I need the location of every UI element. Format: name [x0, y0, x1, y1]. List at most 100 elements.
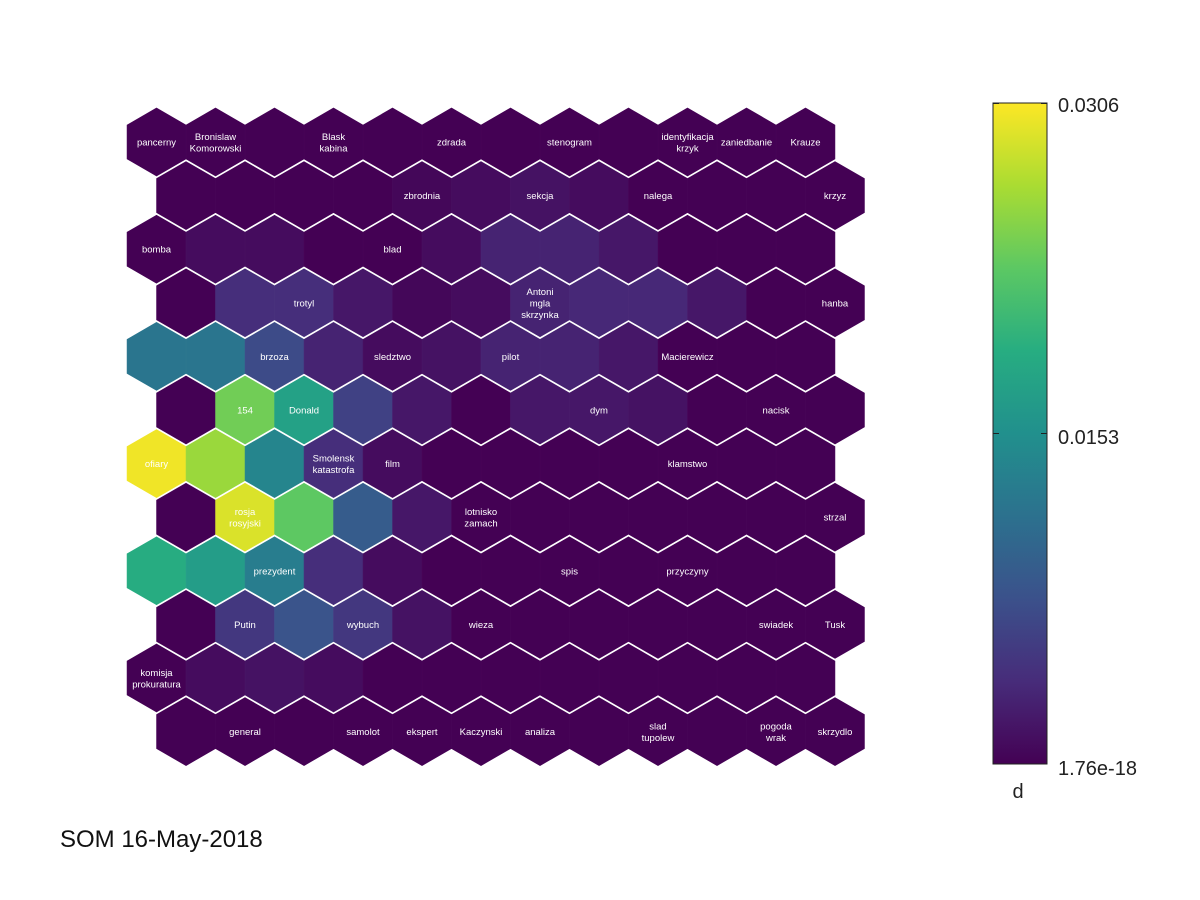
hex-cell-r10-c5 [421, 643, 482, 713]
hex-label-r7-c5-line0: lotnisko [465, 507, 497, 518]
hex-label-r11-c8-line0: slad [649, 721, 666, 732]
hex-label-r0-c5-line0: zdrada [437, 138, 467, 149]
hex-cell-r4-c3 [303, 322, 364, 391]
hex-label-r5-c10-line0: nacisk [763, 406, 790, 417]
hex-label-r1-c4-line0: zbrodnia [404, 191, 441, 202]
hex-cell-r5-c11 [805, 375, 865, 445]
hex-cell-r2-c3 [303, 214, 364, 284]
hex-cell-r10-c10 [716, 643, 777, 713]
hex-label-r7-c1-line0: rosja [235, 507, 256, 518]
hex-cell-r8-c4 [362, 536, 423, 606]
hex-cell-r5-c0 [156, 375, 216, 445]
hex-cell-r0-c11 [775, 107, 836, 177]
hex-cell-r11-c0 [156, 697, 216, 766]
hex-cell-r7-c8 [628, 482, 688, 552]
hex-label-r8-c9-line0: przyczyny [666, 566, 708, 577]
colorbar-label: d [1012, 781, 1023, 803]
colorbar-tick-mid: 0.0153 [1058, 427, 1119, 449]
hex-label-r6-c3-line1: katastrofa [313, 465, 355, 476]
hex-cell-r9-c2 [274, 590, 334, 659]
hex-cell-r7-c3 [333, 482, 393, 552]
hex-cell-r11-c2 [274, 697, 334, 766]
hex-cell-r6-c1 [185, 429, 246, 498]
hex-label-r3-c6-line2: skrzynka [521, 310, 559, 321]
hex-label-r0-c7-line0: stenogram [547, 138, 592, 149]
hex-label-r0-c10-line0: zaniedbanie [721, 138, 772, 149]
hex-cell-r5-c4 [392, 375, 452, 445]
hex-label-r5-c1-line0: 154 [237, 406, 253, 417]
hex-cell-r6-c7 [539, 429, 600, 498]
hex-label-r11-c8-line1: tupolew [642, 733, 675, 744]
hex-cell-r2-c6 [480, 214, 541, 284]
hex-label-r9-c3-line0: wybuch [346, 620, 379, 631]
hex-cell-r10-c1 [185, 643, 246, 713]
hex-cell-r1-c2 [274, 161, 334, 230]
hex-cell-r2-c1 [185, 214, 246, 284]
hex-label-r1-c11-line0: krzyz [824, 191, 846, 202]
hex-cell-r4-c8 [598, 322, 659, 391]
hex-cell-r9-c8 [628, 590, 688, 659]
hex-cell-r2-c5 [421, 214, 482, 284]
hex-cell-r3-c4 [392, 268, 452, 338]
hex-label-r0-c9-line0: identyfikacja [661, 132, 714, 143]
hex-label-r6-c9-line0: klamstwo [668, 459, 708, 470]
hex-cell-r1-c1 [215, 161, 275, 230]
hex-cell-r0-c8 [598, 107, 659, 177]
hex-label-r0-c11-line0: Krauze [790, 138, 820, 149]
hex-label-r0-c1-line0: Bronislaw [195, 132, 236, 143]
hex-cell-r2-c7 [539, 214, 600, 284]
hex-cell-r4-c1 [185, 322, 246, 391]
hex-cell-r5-c6 [510, 375, 570, 445]
hex-label-r4-c9-line0: Macierewicz [661, 352, 714, 363]
hex-cell-r9-c9 [687, 590, 747, 659]
hex-cell-r2-c10 [716, 214, 777, 284]
hex-cell-r3-c10 [746, 268, 806, 338]
hex-label-r11-c1-line0: general [229, 727, 261, 738]
hex-label-r0-c0-line0: pancerny [137, 138, 176, 149]
hex-cell-r11-c9 [687, 697, 747, 766]
hex-cell-r10-c8 [598, 643, 659, 713]
hex-label-r11-c4-line0: ekspert [406, 727, 438, 738]
hex-cell-r7-c10 [746, 482, 806, 552]
hex-cell-r1-c5 [451, 161, 511, 230]
hex-cell-r6-c11 [775, 429, 836, 498]
hex-cell-r10-c4 [362, 643, 423, 713]
hex-cell-r2-c11 [775, 214, 836, 284]
hex-label-r6-c4-line0: film [385, 459, 400, 470]
hex-label-r9-c10-line0: swiadek [759, 620, 794, 631]
hex-label-r5-c2-line0: Donald [289, 406, 319, 417]
hex-cell-r6-c6 [480, 429, 541, 498]
hex-label-r0-c3-line0: Blask [322, 132, 345, 143]
hex-cell-r4-c5 [421, 322, 482, 391]
hex-cell-r7-c2 [274, 482, 334, 552]
hex-cell-r1-c9 [687, 161, 747, 230]
hex-cell-r4-c10 [716, 322, 777, 391]
hex-cell-r2-c9 [657, 214, 718, 284]
hex-label-r10-c0-line0: komisja [140, 668, 173, 679]
hex-label-r1-c8-line0: nalega [644, 191, 673, 202]
hex-cell-r0-c2 [244, 107, 305, 177]
hex-label-r11-c11-line0: skrzydlo [818, 727, 853, 738]
hex-cell-r5-c8 [628, 375, 688, 445]
hex-cell-r5-c5 [451, 375, 511, 445]
hex-label-r11-c10-line1: wrak [765, 733, 786, 744]
hex-cell-r0-c4 [362, 107, 423, 177]
hex-cell-r1-c3 [333, 161, 393, 230]
hex-cell-r3-c5 [451, 268, 511, 338]
hex-cell-r1-c0 [156, 161, 216, 230]
hex-cell-r8-c5 [421, 536, 482, 606]
hex-label-r6-c3-line0: Smolensk [313, 453, 355, 464]
hex-cell-r7-c6 [510, 482, 570, 552]
hex-label-r4-c6-line0: pilot [502, 352, 520, 363]
hex-cell-r8-c6 [480, 536, 541, 606]
hex-cell-r8-c0 [126, 536, 187, 606]
hex-label-r10-c0-line1: prokuratura [132, 679, 181, 690]
hex-cell-r1-c11 [805, 161, 865, 230]
hex-cell-r10-c2 [244, 643, 305, 713]
hex-cell-r3-c7 [569, 268, 629, 338]
hex-cell-r3-c3 [333, 268, 393, 338]
hex-cell-r11-c7 [569, 697, 629, 766]
hex-cell-r11-c11 [805, 697, 865, 766]
hex-cell-r6-c2 [244, 429, 305, 498]
